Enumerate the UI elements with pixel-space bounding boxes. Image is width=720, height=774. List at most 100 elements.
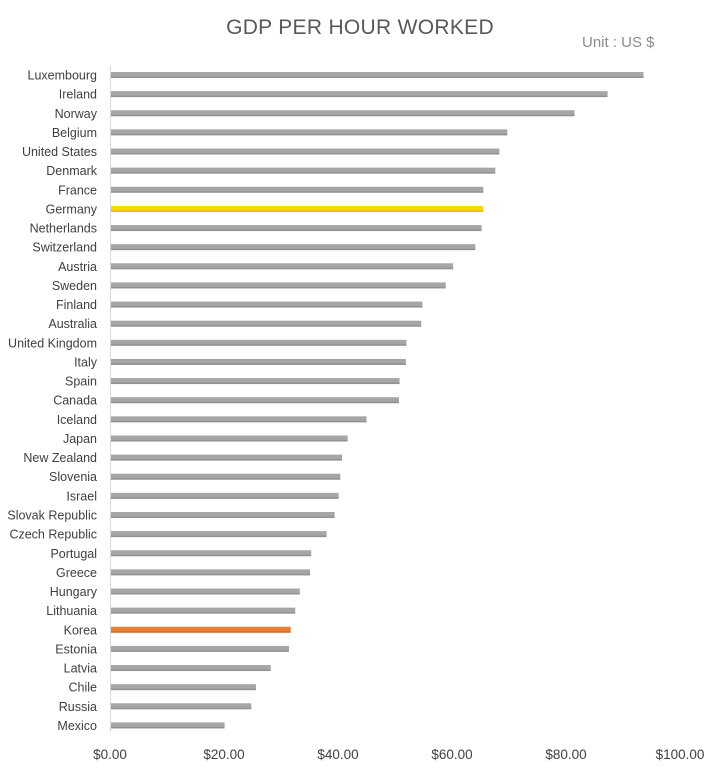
category-label-new-zealand: New Zealand [23, 451, 97, 465]
bar-shade-lithuania [111, 612, 296, 614]
bar-united-kingdom [111, 339, 407, 346]
category-label-korea: Korea [64, 623, 97, 637]
bar-shade-sweden [111, 286, 446, 289]
category-label-lithuania: Lithuania [46, 604, 97, 618]
category-label-estonia: Estonia [55, 642, 97, 656]
bar-australia [111, 320, 422, 327]
bar-spain [111, 378, 400, 385]
category-label-latvia: Latvia [64, 662, 97, 676]
category-labels: Luxembourg Ireland Norway Belgium United Sta… [7, 69, 97, 733]
bar-shade-latvia [111, 669, 271, 672]
bar-shade-switzerland [111, 248, 476, 251]
bar-shade-russia [111, 707, 252, 710]
bar-russia [111, 703, 252, 710]
category-label-switzerland: Switzerland [32, 241, 97, 255]
bar-hungary [111, 588, 300, 595]
category-label-finland: Finland [56, 298, 97, 312]
bar-slovak-republic [111, 511, 335, 518]
bar-shade-greece [111, 573, 311, 576]
bar-shade-italy [111, 363, 406, 365]
category-label-portugal: Portugal [50, 547, 97, 561]
bar-belgium [111, 129, 508, 136]
bar-estonia [111, 645, 289, 652]
bar-austria [111, 263, 454, 270]
unit-label: Unit : US $ [582, 34, 655, 51]
bar-shade-iceland [111, 420, 367, 423]
bar-shade-chile [111, 688, 256, 691]
bar-korea [111, 626, 291, 633]
bar-shade-estonia [111, 650, 289, 652]
bar-shade-portugal [111, 554, 312, 557]
category-label-czech-republic: Czech Republic [9, 528, 97, 542]
chart-title: GDP PER HOUR WORKED [226, 16, 494, 39]
bar-mexico [111, 722, 225, 729]
bar-greece [111, 569, 311, 576]
category-label-iceland: Iceland [57, 413, 97, 427]
category-label-united-kingdom: United Kingdom [8, 336, 97, 350]
bar-shade-united-kingdom [111, 344, 407, 346]
bar-shade-new-zealand [111, 459, 342, 461]
bar-shade-czech-republic [111, 535, 327, 538]
x-tick-label: $60.00 [431, 747, 472, 762]
bar-japan [111, 435, 348, 442]
category-label-australia: Australia [48, 317, 97, 331]
category-label-hungary: Hungary [50, 585, 98, 599]
bar-norway [111, 110, 575, 117]
x-tick-label: $100.00 [656, 747, 705, 762]
bar-israel [111, 492, 339, 499]
bar-denmark [111, 167, 496, 174]
bar-france [111, 186, 484, 193]
bar-shade-germany [111, 210, 484, 212]
category-label-netherlands: Netherlands [30, 222, 97, 236]
bar-shade-france [111, 191, 484, 193]
x-tick-label: $0.00 [93, 747, 127, 762]
bar-italy [111, 358, 406, 365]
category-label-japan: Japan [63, 432, 97, 446]
x-tick-label: $20.00 [203, 747, 244, 762]
bar-iceland [111, 416, 367, 423]
bar-shade-mexico [111, 726, 225, 729]
bar-group [111, 72, 644, 729]
bar-finland [111, 301, 423, 308]
category-label-israel: Israel [66, 489, 97, 503]
bar-canada [111, 397, 399, 404]
bar-shade-japan [111, 439, 348, 442]
x-tick-labels: $0.00 $20.00 $40.00 $60.00 $80.00 $100.00 [93, 747, 704, 762]
bar-shade-united-states [111, 153, 500, 155]
bar-slovenia [111, 473, 341, 480]
category-label-germany: Germany [46, 202, 98, 216]
category-label-slovenia: Slovenia [49, 470, 97, 484]
bar-shade-australia [111, 325, 422, 327]
bar-shade-austria [111, 267, 454, 270]
bar-czech-republic [111, 531, 327, 538]
category-label-sweden: Sweden [52, 279, 97, 293]
category-label-ireland: Ireland [59, 88, 97, 102]
bar-netherlands [111, 225, 482, 232]
category-label-spain: Spain [65, 375, 97, 389]
bar-shade-hungary [111, 593, 300, 595]
category-label-austria: Austria [58, 260, 97, 274]
bar-portugal [111, 550, 312, 557]
bar-sweden [111, 282, 446, 289]
category-label-chile: Chile [69, 681, 98, 695]
bar-shade-norway [111, 114, 575, 117]
bar-shade-netherlands [111, 229, 482, 232]
bar-shade-slovenia [111, 478, 341, 480]
bar-shade-korea [111, 631, 291, 633]
bar-germany [111, 205, 484, 212]
category-label-mexico: Mexico [57, 719, 97, 733]
bar-shade-spain [111, 382, 400, 385]
bar-united-states [111, 148, 500, 155]
bar-shade-israel [111, 497, 339, 499]
category-label-united-states: United States [22, 145, 97, 159]
category-label-france: France [58, 183, 97, 197]
bar-lithuania [111, 607, 296, 614]
bar-luxembourg [111, 72, 644, 78]
category-label-canada: Canada [53, 394, 97, 408]
bar-switzerland [111, 244, 476, 251]
bar-latvia [111, 665, 271, 672]
bar-chile [111, 684, 256, 691]
bar-shade-denmark [111, 172, 496, 174]
bar-shade-slovak-republic [111, 516, 335, 518]
